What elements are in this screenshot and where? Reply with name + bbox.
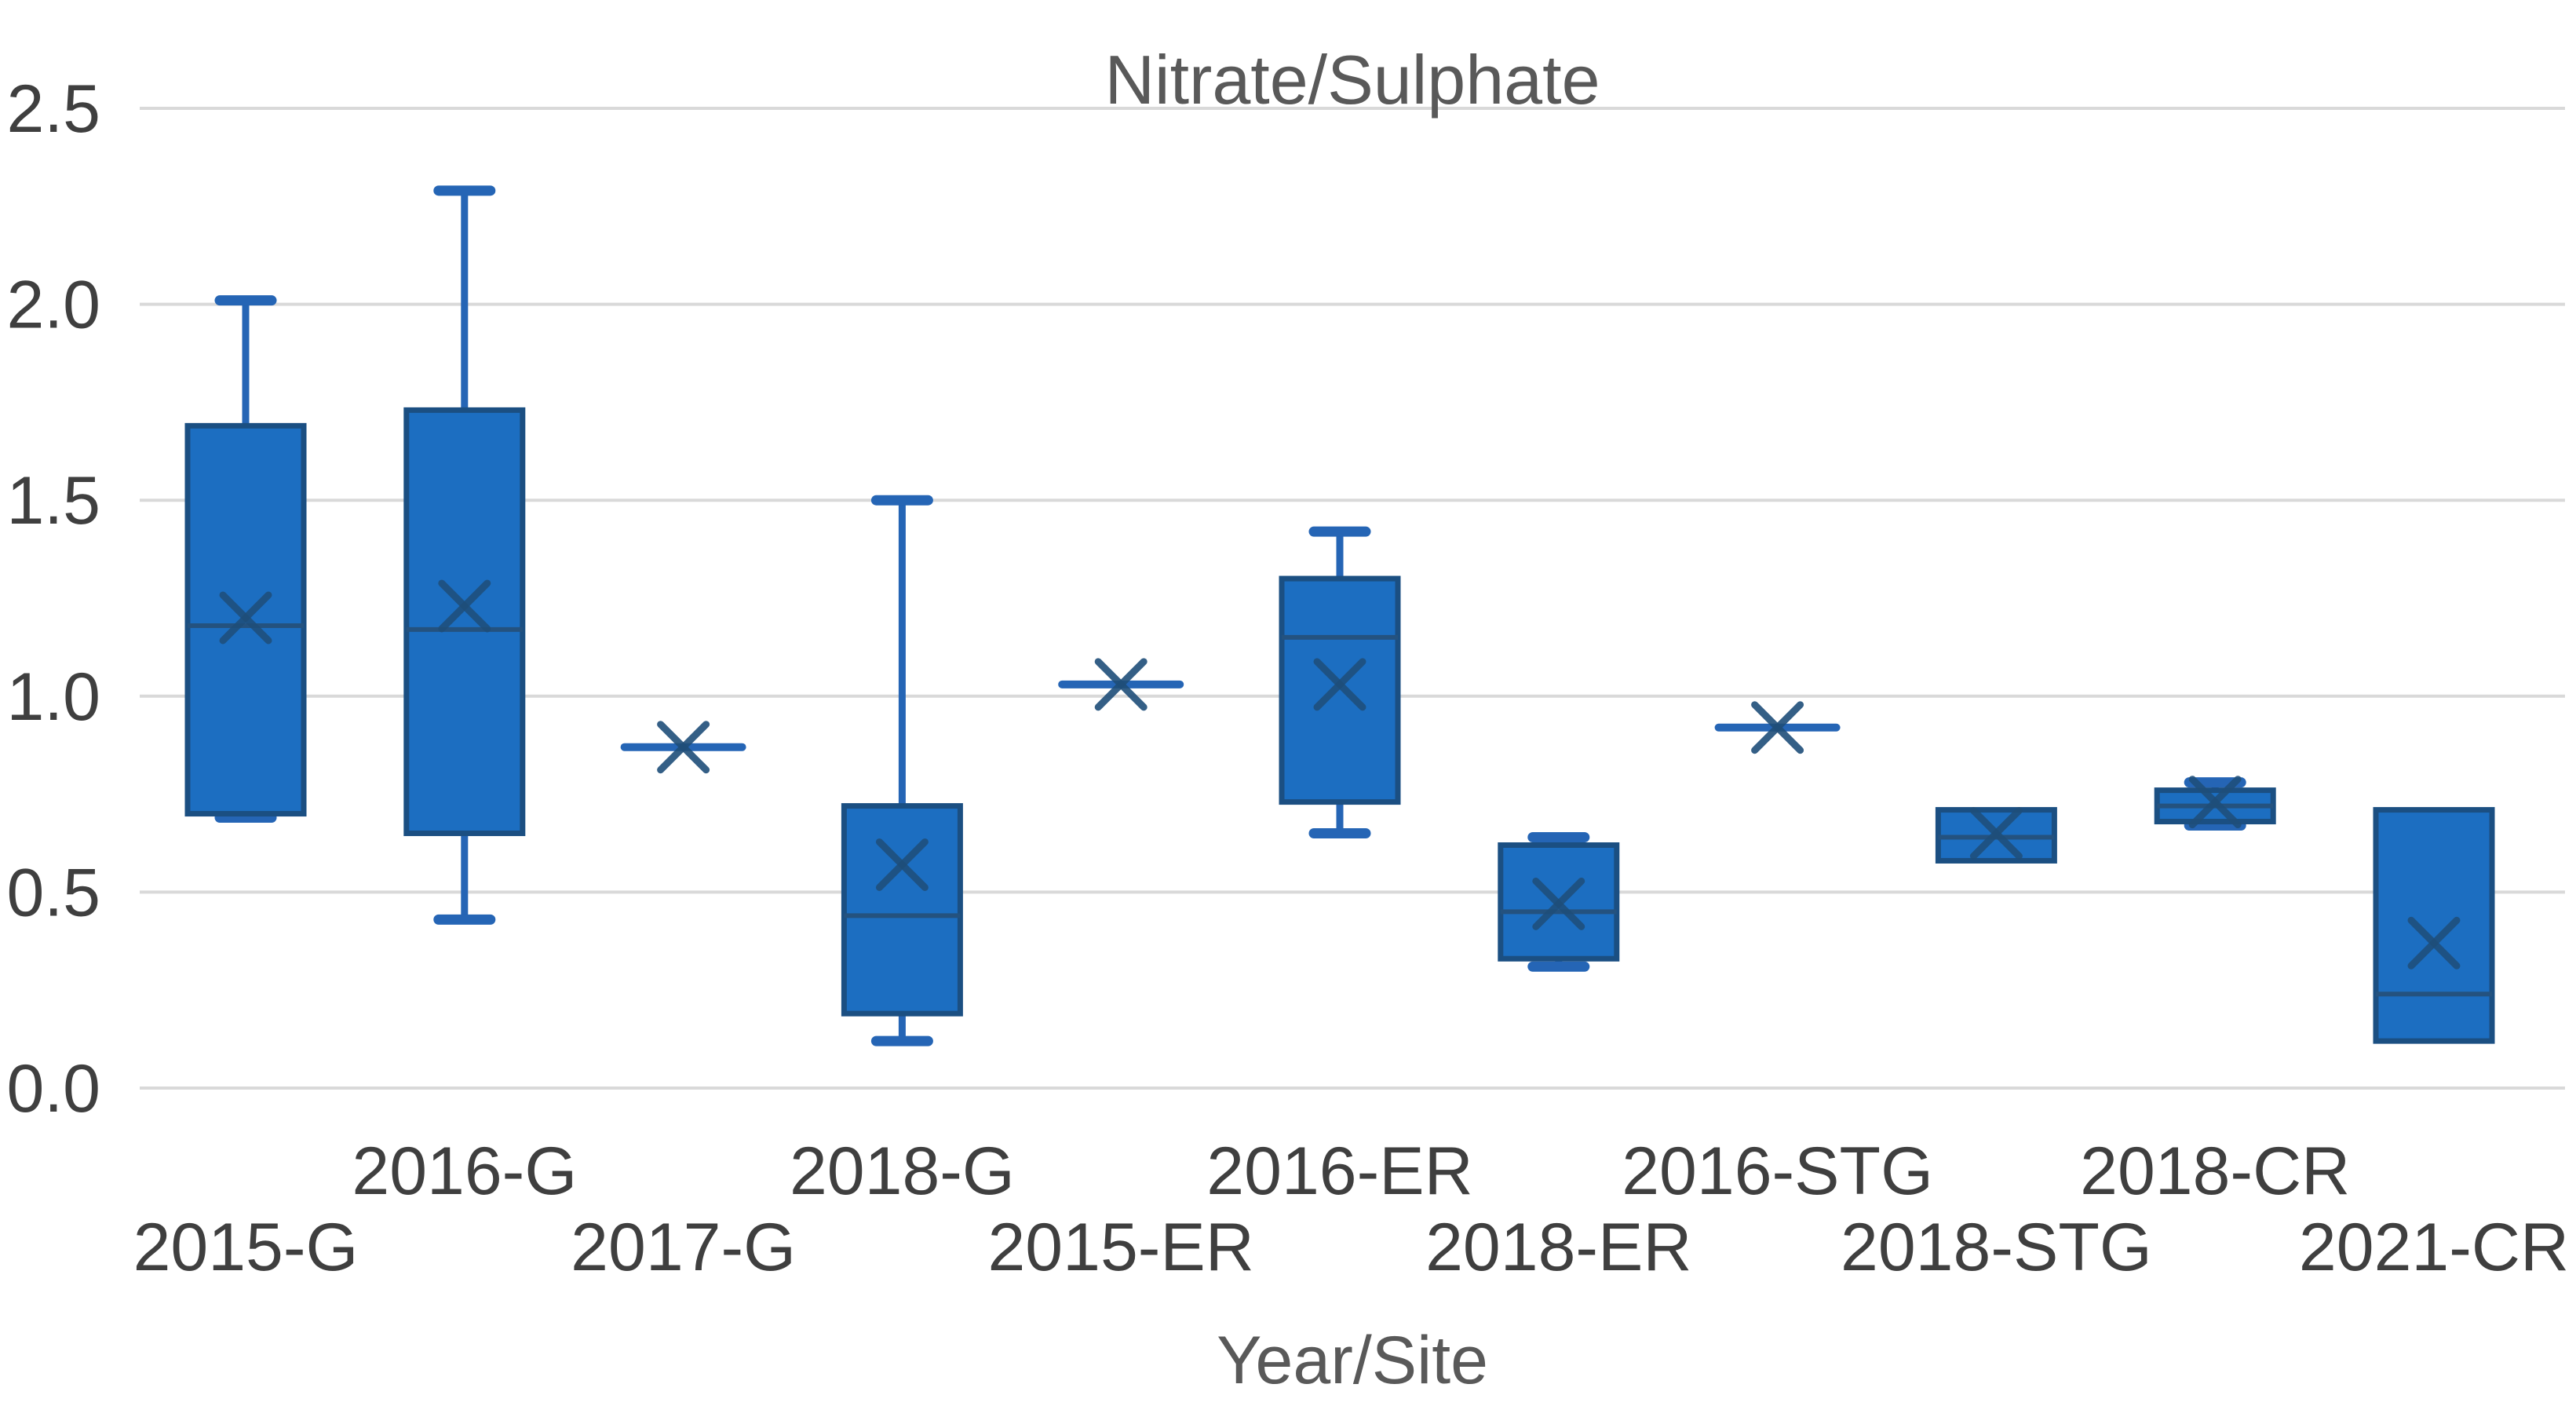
mean-x-marker bbox=[219, 591, 272, 645]
box-rect bbox=[1279, 575, 1401, 805]
x-tick-label-2021-CR: 2021-CR bbox=[2299, 1210, 2569, 1285]
box-rect bbox=[841, 803, 963, 1017]
box-group-2021-CR bbox=[2373, 807, 2495, 1044]
y-axis-tick-labels: 0.0 0.5 1.0 1.5 2.0 2.5 bbox=[6, 71, 100, 1127]
x-axis-title: Year/Site bbox=[1217, 1323, 1488, 1398]
box-series bbox=[184, 185, 2495, 1046]
mean-x-marker bbox=[2188, 776, 2242, 829]
x-tick-label-2016-ER: 2016-ER bbox=[1206, 1134, 1472, 1209]
x-tick-label-2018-ER: 2018-ER bbox=[1425, 1210, 1691, 1285]
box-group-2018-ER bbox=[1498, 832, 1620, 972]
mean-x-marker bbox=[657, 721, 710, 774]
x-tick-label-2016-STG: 2016-STG bbox=[1622, 1134, 1933, 1209]
box-group-2017-G bbox=[620, 721, 746, 774]
y-tick-label-0.5: 0.5 bbox=[6, 855, 100, 930]
box-group-2015-G bbox=[184, 295, 307, 824]
box-group-2016-G bbox=[403, 185, 526, 925]
x-tick-label-2018-STG: 2018-STG bbox=[1841, 1210, 2152, 1285]
mean-x-marker bbox=[1969, 807, 2023, 860]
x-tick-label-2016-G: 2016-G bbox=[352, 1134, 577, 1209]
y-tick-label-0.0: 0.0 bbox=[6, 1051, 100, 1127]
box-rect bbox=[403, 407, 526, 837]
mean-x-marker bbox=[1751, 701, 1804, 754]
box-group-2018-CR bbox=[2154, 776, 2276, 831]
mean-x-marker bbox=[438, 579, 491, 633]
box-group-2015-ER bbox=[1058, 658, 1184, 711]
box-group-2016-STG bbox=[1714, 701, 1841, 754]
x-tick-label-2015-G: 2015-G bbox=[133, 1210, 359, 1285]
mean-x-marker bbox=[875, 838, 929, 891]
chart-title: Nitrate/Sulphate bbox=[1104, 41, 1600, 119]
mean-x-marker bbox=[1313, 658, 1366, 711]
x-tick-label-2015-ER: 2015-ER bbox=[987, 1210, 1253, 1285]
x-tick-label-2017-G: 2017-G bbox=[571, 1210, 796, 1285]
mean-x-marker bbox=[1094, 658, 1148, 711]
box-rect bbox=[2373, 807, 2495, 1044]
x-axis-tick-labels: 2015-G2016-G2017-G2018-G2015-ER2016-ER20… bbox=[133, 1134, 2570, 1285]
x-tick-label-2018-CR: 2018-CR bbox=[2080, 1134, 2350, 1209]
mean-x-marker bbox=[2407, 916, 2461, 970]
x-tick-label-2018-G: 2018-G bbox=[790, 1134, 1015, 1209]
box-group-2016-ER bbox=[1279, 526, 1401, 839]
y-tick-label-1.5: 1.5 bbox=[6, 463, 100, 539]
y-tick-label-2.5: 2.5 bbox=[6, 71, 100, 147]
y-tick-label-2.0: 2.0 bbox=[6, 268, 100, 343]
mean-x-marker bbox=[1532, 877, 1585, 930]
box-group-2018-STG bbox=[1935, 807, 2057, 864]
y-tick-label-1.0: 1.0 bbox=[6, 659, 100, 735]
box-group-2018-G bbox=[841, 495, 963, 1046]
